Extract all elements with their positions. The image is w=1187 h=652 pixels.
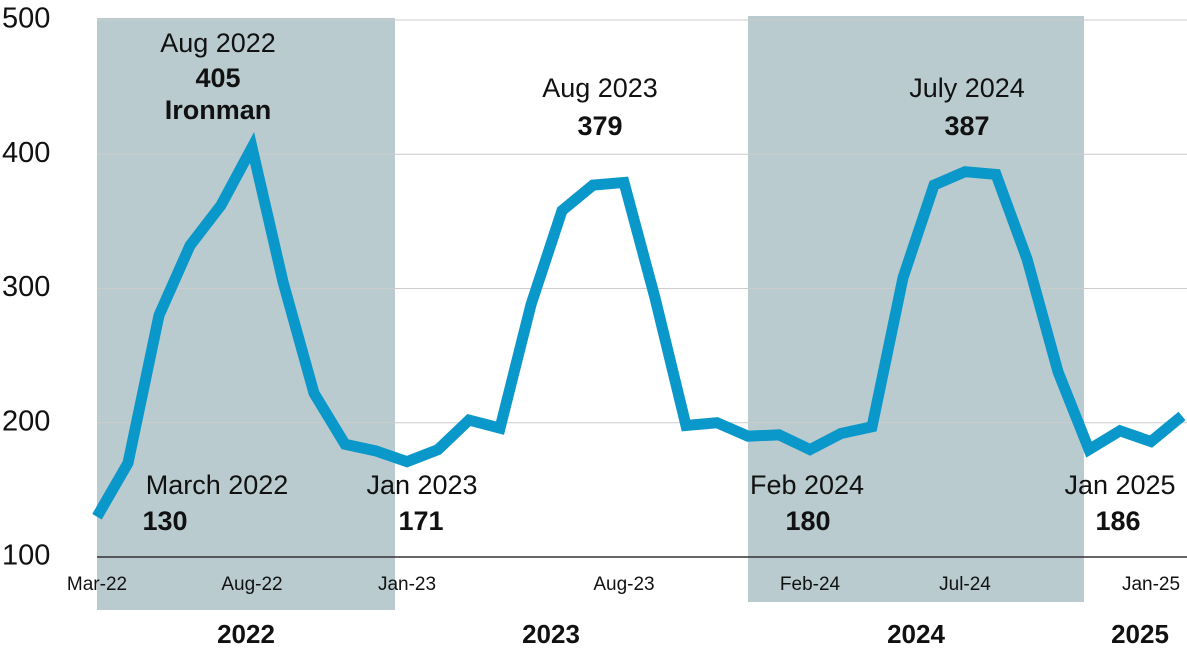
x-tick-label: Jan-25 (1122, 574, 1180, 595)
annotation-date: Jan 2025 (1064, 470, 1175, 500)
x-tick-label: Aug-23 (593, 574, 654, 595)
line (92, 132, 1186, 520)
x-tick-label: Aug-22 (221, 574, 282, 595)
annotation-value: 405 (195, 63, 240, 93)
annotation-value: 180 (785, 506, 830, 536)
annotation-value: 130 (142, 506, 187, 536)
y-tick-label: 500 (2, 3, 50, 35)
y-tick-label: 200 (2, 405, 50, 437)
x-tick-label: Feb-24 (780, 574, 841, 595)
year-label: 2022 (217, 619, 275, 649)
annotation-value: 171 (398, 506, 443, 536)
annotation-value: 186 (1095, 506, 1140, 536)
year-label: 2025 (1111, 619, 1169, 649)
year-shade (97, 18, 395, 610)
annotation-date: Feb 2024 (750, 470, 864, 500)
annotation-value: 379 (577, 111, 622, 141)
y-tick-label: 300 (2, 271, 50, 303)
year-shade (748, 16, 1084, 602)
x-tick-label: Jul-24 (939, 574, 991, 595)
annotation-date: Aug 2022 (160, 28, 276, 58)
y-tick-label: 400 (2, 137, 50, 169)
x-tick-label: Mar-22 (67, 574, 127, 595)
annotation-date: Aug 2023 (542, 73, 658, 103)
year-label: 2024 (887, 619, 945, 649)
annotation-value: 387 (944, 111, 989, 141)
y-tick-label: 100 (2, 540, 50, 572)
x-tick-label: Jan-23 (378, 574, 436, 595)
annotation-note: Ironman (165, 95, 272, 125)
annotation-date: March 2022 (146, 470, 289, 500)
annotation-date: Jan 2023 (366, 470, 477, 500)
annotation-date: July 2024 (909, 73, 1025, 103)
year-label: 2023 (522, 619, 580, 649)
